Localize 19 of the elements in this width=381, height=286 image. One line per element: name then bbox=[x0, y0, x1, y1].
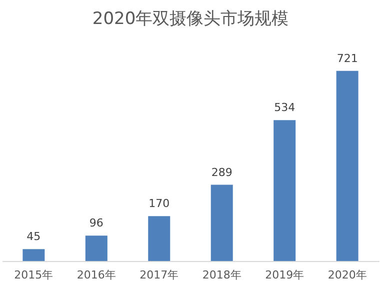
x-tick-label: 2018年 bbox=[202, 268, 242, 282]
data-label: 534 bbox=[274, 101, 296, 114]
x-tick-label: 2015年 bbox=[14, 268, 54, 282]
x-tick-label: 2019年 bbox=[265, 268, 304, 282]
x-tick-label: 2017年 bbox=[140, 268, 179, 282]
data-label: 96 bbox=[89, 216, 104, 230]
data-label: 170 bbox=[148, 197, 170, 210]
bar bbox=[148, 216, 170, 261]
x-tick-label: 2016年 bbox=[76, 268, 116, 282]
bar bbox=[274, 120, 296, 261]
bar bbox=[22, 249, 45, 261]
data-label: 721 bbox=[336, 52, 358, 65]
bar bbox=[210, 184, 233, 261]
x-tick-label: 2020年 bbox=[328, 268, 367, 282]
bar bbox=[336, 70, 358, 261]
chart-title: 2020年双摄像头市场规模 bbox=[92, 9, 289, 29]
bar bbox=[85, 236, 108, 261]
data-label: 289 bbox=[211, 166, 232, 179]
data-label: 45 bbox=[26, 230, 41, 244]
